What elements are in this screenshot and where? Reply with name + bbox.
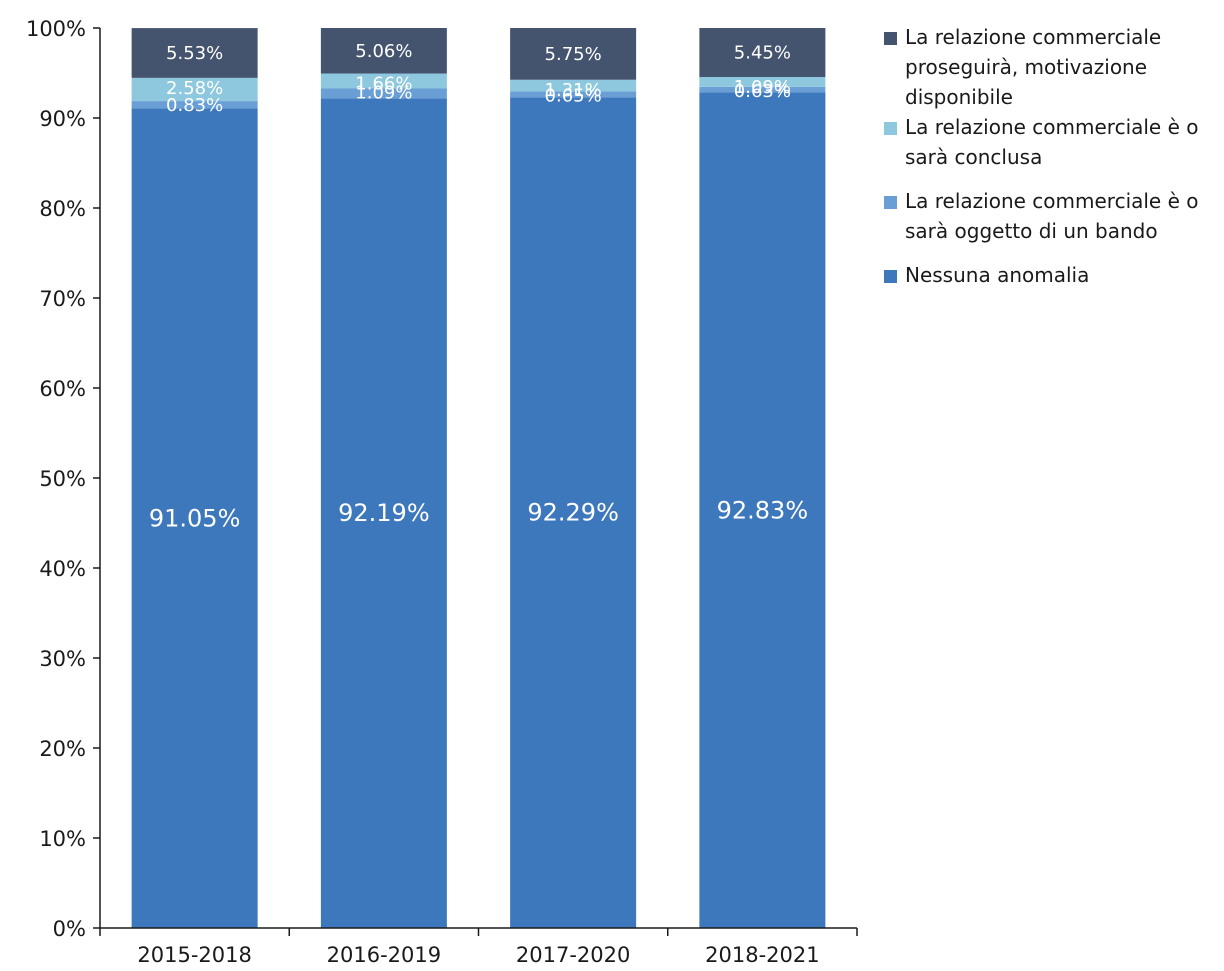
data-label: 92.83%	[717, 496, 809, 524]
y-tick-label: 10%	[39, 827, 86, 851]
y-tick-label: 30%	[39, 647, 86, 671]
legend-item-conclusa: La relazione commerciale è o sarà conclu…	[884, 112, 1224, 172]
y-tick-label: 40%	[39, 557, 86, 581]
x-tick-label: 2018-2021	[705, 943, 819, 967]
data-label: 91.05%	[149, 504, 241, 532]
data-label: 5.53%	[166, 43, 223, 64]
bar-segment	[131, 28, 258, 78]
bar-segment	[699, 77, 826, 87]
data-label: 1.66%	[355, 74, 412, 95]
bars-layer	[131, 28, 826, 929]
data-label: 0.83%	[166, 95, 223, 116]
legend-item-nessuna-anomalia: Nessuna anomalia	[884, 260, 1224, 290]
legend-swatch	[884, 270, 897, 283]
data-label: 5.45%	[734, 43, 791, 64]
data-label: 92.29%	[527, 499, 619, 527]
legend-swatch	[884, 196, 897, 209]
legend-label: La relazione commerciale è o sarà oggett…	[905, 189, 1199, 243]
data-label: 5.75%	[545, 44, 602, 65]
data-label: 1.09%	[355, 82, 412, 103]
bar-segment	[131, 77, 258, 102]
x-tick-label: 2016-2019	[327, 943, 441, 967]
data-label: 2.58%	[166, 78, 223, 99]
bar-segment	[320, 88, 447, 99]
legend-item-proseguira: La relazione commerciale proseguirà, mot…	[884, 22, 1224, 112]
bar-segment	[510, 97, 637, 928]
y-tick-label: 80%	[39, 197, 86, 221]
y-tick-label: 20%	[39, 737, 86, 761]
y-tick-label: 50%	[39, 467, 86, 491]
y-axis: 0% 10% 20% 30% 40% 50% 60% 70% 80% 90% 100%	[26, 17, 101, 941]
bar-segment	[510, 28, 637, 80]
data-label: 0.63%	[734, 81, 791, 102]
bar-segment	[320, 28, 447, 74]
bar-segment	[699, 86, 826, 93]
bar-segment	[510, 91, 637, 98]
bar-segment	[131, 108, 258, 929]
y-tick-label: 90%	[39, 107, 86, 131]
bar-segment	[320, 98, 447, 929]
legend-item-bando: La relazione commerciale è o sarà oggett…	[884, 186, 1224, 246]
legend-label: Nessuna anomalia	[905, 263, 1090, 287]
x-tick-label: 2015-2018	[137, 943, 251, 967]
legend: La relazione commerciale proseguirà, mot…	[884, 22, 1224, 290]
bar-segment	[320, 73, 447, 89]
legend-label: La relazione commerciale è o sarà conclu…	[905, 115, 1199, 169]
y-tick-label: 60%	[39, 377, 86, 401]
y-tick-label: 70%	[39, 287, 86, 311]
bar-segment	[510, 79, 637, 92]
legend-swatch	[884, 32, 897, 45]
bar-segment	[699, 92, 826, 928]
y-tick-label: 0%	[53, 917, 86, 941]
data-label: 1.31%	[545, 80, 602, 101]
bar-segment	[699, 28, 826, 78]
x-axis: 2015-2018 2016-2019 2017-2020 2018-2021	[99, 927, 858, 967]
data-label: 92.19%	[338, 499, 430, 527]
legend-swatch	[884, 122, 897, 135]
x-tick-label: 2017-2020	[516, 943, 630, 967]
data-label: 1.09%	[734, 77, 791, 98]
data-label: 0.65%	[545, 86, 602, 107]
y-tick-label: 100%	[26, 17, 86, 41]
bar-labels-layer: 91.05%0.83%2.58%5.53%92.19%1.09%1.66%5.0…	[149, 41, 808, 533]
data-label: 5.06%	[355, 41, 412, 62]
legend-label: La relazione commerciale proseguirà, mot…	[905, 25, 1162, 109]
bar-segment	[131, 101, 258, 109]
